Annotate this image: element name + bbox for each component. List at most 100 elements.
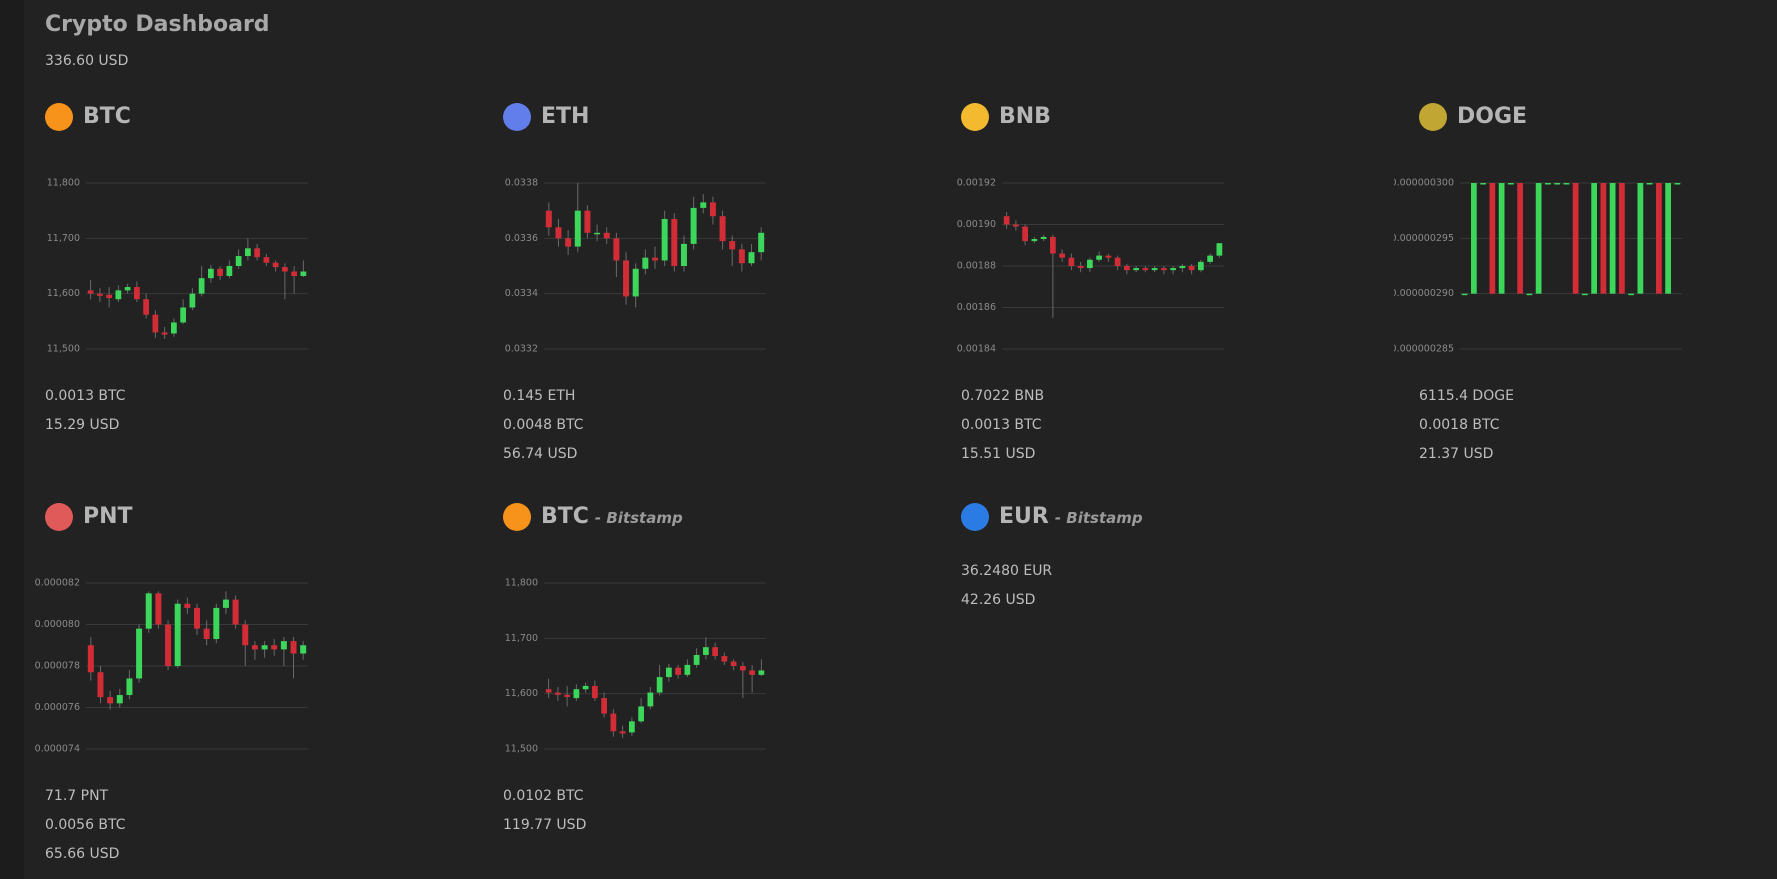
balance-line: 0.0056 BTC <box>45 817 126 833</box>
candle-body <box>671 218 678 266</box>
candle-body <box>1674 183 1681 185</box>
y-tick-label: 11,600 <box>505 688 538 699</box>
candle-body <box>290 641 297 654</box>
page-title: Crypto Dashboard <box>45 12 270 37</box>
candle-body <box>300 645 307 654</box>
candle-body <box>661 218 668 261</box>
candle-body <box>198 278 205 294</box>
candle-body <box>545 210 552 228</box>
candle-body <box>174 603 181 666</box>
y-tick-label: 11,700 <box>505 633 538 644</box>
candle-body <box>740 666 746 671</box>
candle-body <box>87 290 94 294</box>
candle-body <box>1517 183 1523 294</box>
candle-body <box>1535 183 1542 294</box>
candle-body <box>143 299 149 315</box>
balance-line: 0.0018 BTC <box>1419 417 1500 433</box>
candle-body <box>254 248 260 258</box>
candle-body <box>107 697 114 704</box>
candle-body <box>719 216 726 242</box>
candle-body <box>263 257 270 263</box>
candle-body <box>738 249 745 264</box>
candle-body <box>555 227 562 239</box>
candle-body <box>1554 183 1560 185</box>
candle-body <box>730 661 737 666</box>
candle-body <box>1665 183 1671 294</box>
coin-icon <box>961 503 989 531</box>
candle-body <box>758 670 765 675</box>
candle-body <box>584 210 591 233</box>
candle-body <box>1646 183 1653 185</box>
candle-body <box>574 210 581 247</box>
candle-body <box>749 670 755 675</box>
candle-body <box>126 678 133 696</box>
candle-body <box>1198 261 1204 271</box>
candle-body <box>145 593 152 629</box>
coin-icon <box>1419 103 1447 131</box>
sidebar <box>0 0 24 879</box>
candle-body <box>1471 183 1477 294</box>
candle-body <box>555 692 561 695</box>
candle-body <box>115 290 122 300</box>
candle-body <box>180 307 186 323</box>
candle-body <box>291 271 297 276</box>
candle-body <box>594 232 601 235</box>
candle-body <box>300 271 307 276</box>
candle-body <box>271 645 278 650</box>
candle-body <box>1040 236 1047 240</box>
y-tick-label: 11,800 <box>47 178 80 189</box>
candle-body <box>242 624 249 646</box>
y-tick-label: 11,500 <box>47 344 80 355</box>
candlestick-chart: 0.000082 0.000080 0.000078 0.000076 0.000074 <box>35 578 308 755</box>
card-header: PNT <box>83 501 133 533</box>
candle-body <box>582 685 589 690</box>
candle-body <box>1003 216 1010 225</box>
candle-body <box>1563 183 1570 185</box>
candle-body <box>703 647 709 655</box>
candle-body <box>623 260 630 297</box>
y-tick-label: 0.00186 <box>957 302 996 313</box>
candle-body <box>217 268 223 276</box>
candle-body <box>1077 266 1084 269</box>
candle-body <box>280 641 287 650</box>
coin-icon <box>503 103 531 131</box>
candle-body <box>1050 236 1056 254</box>
exchange-name: - Bitstamp <box>1054 509 1143 527</box>
y-tick-label: 0.0334 <box>505 288 538 299</box>
candle-body <box>1582 293 1588 296</box>
balance-line: 65.66 USD <box>45 846 120 862</box>
candle-body <box>1637 183 1644 294</box>
candle-body <box>1600 183 1607 294</box>
candle-body <box>1207 255 1213 262</box>
y-tick-label: 0.0338 <box>505 178 538 189</box>
coin-name: BTC <box>541 504 589 529</box>
y-tick-label: 0.00190 <box>957 219 996 230</box>
candle-body <box>1656 183 1662 294</box>
candle-body <box>213 607 220 640</box>
candle-body <box>632 268 639 297</box>
balance-line: 0.0013 BTC <box>961 417 1042 433</box>
balance-line: 0.145 ETH <box>503 388 576 404</box>
candle-body <box>1105 255 1112 258</box>
candle-body <box>87 645 94 673</box>
candle-body <box>245 248 251 257</box>
candle-body <box>152 314 159 333</box>
y-tick-label: 0.000000300 <box>1394 178 1454 189</box>
candle-body <box>161 332 168 335</box>
candle-body <box>171 322 177 334</box>
candle-body <box>261 645 268 650</box>
candlestick-chart: 11,800 11,700 11,600 11,500 <box>505 578 766 755</box>
y-tick-label: 11,800 <box>505 578 538 589</box>
candle-body <box>613 238 620 261</box>
candle-body <box>208 268 214 279</box>
card-header: BTC - Bitstamp <box>541 501 683 533</box>
candle-body <box>642 257 649 269</box>
coin-icon <box>45 503 73 531</box>
candle-body <box>1480 183 1486 185</box>
candle-body <box>1151 268 1158 271</box>
card-header: EUR - Bitstamp <box>999 501 1143 533</box>
candle-body <box>232 599 239 625</box>
candle-body <box>748 252 755 264</box>
candle-body <box>647 692 654 707</box>
candle-body <box>194 607 200 629</box>
